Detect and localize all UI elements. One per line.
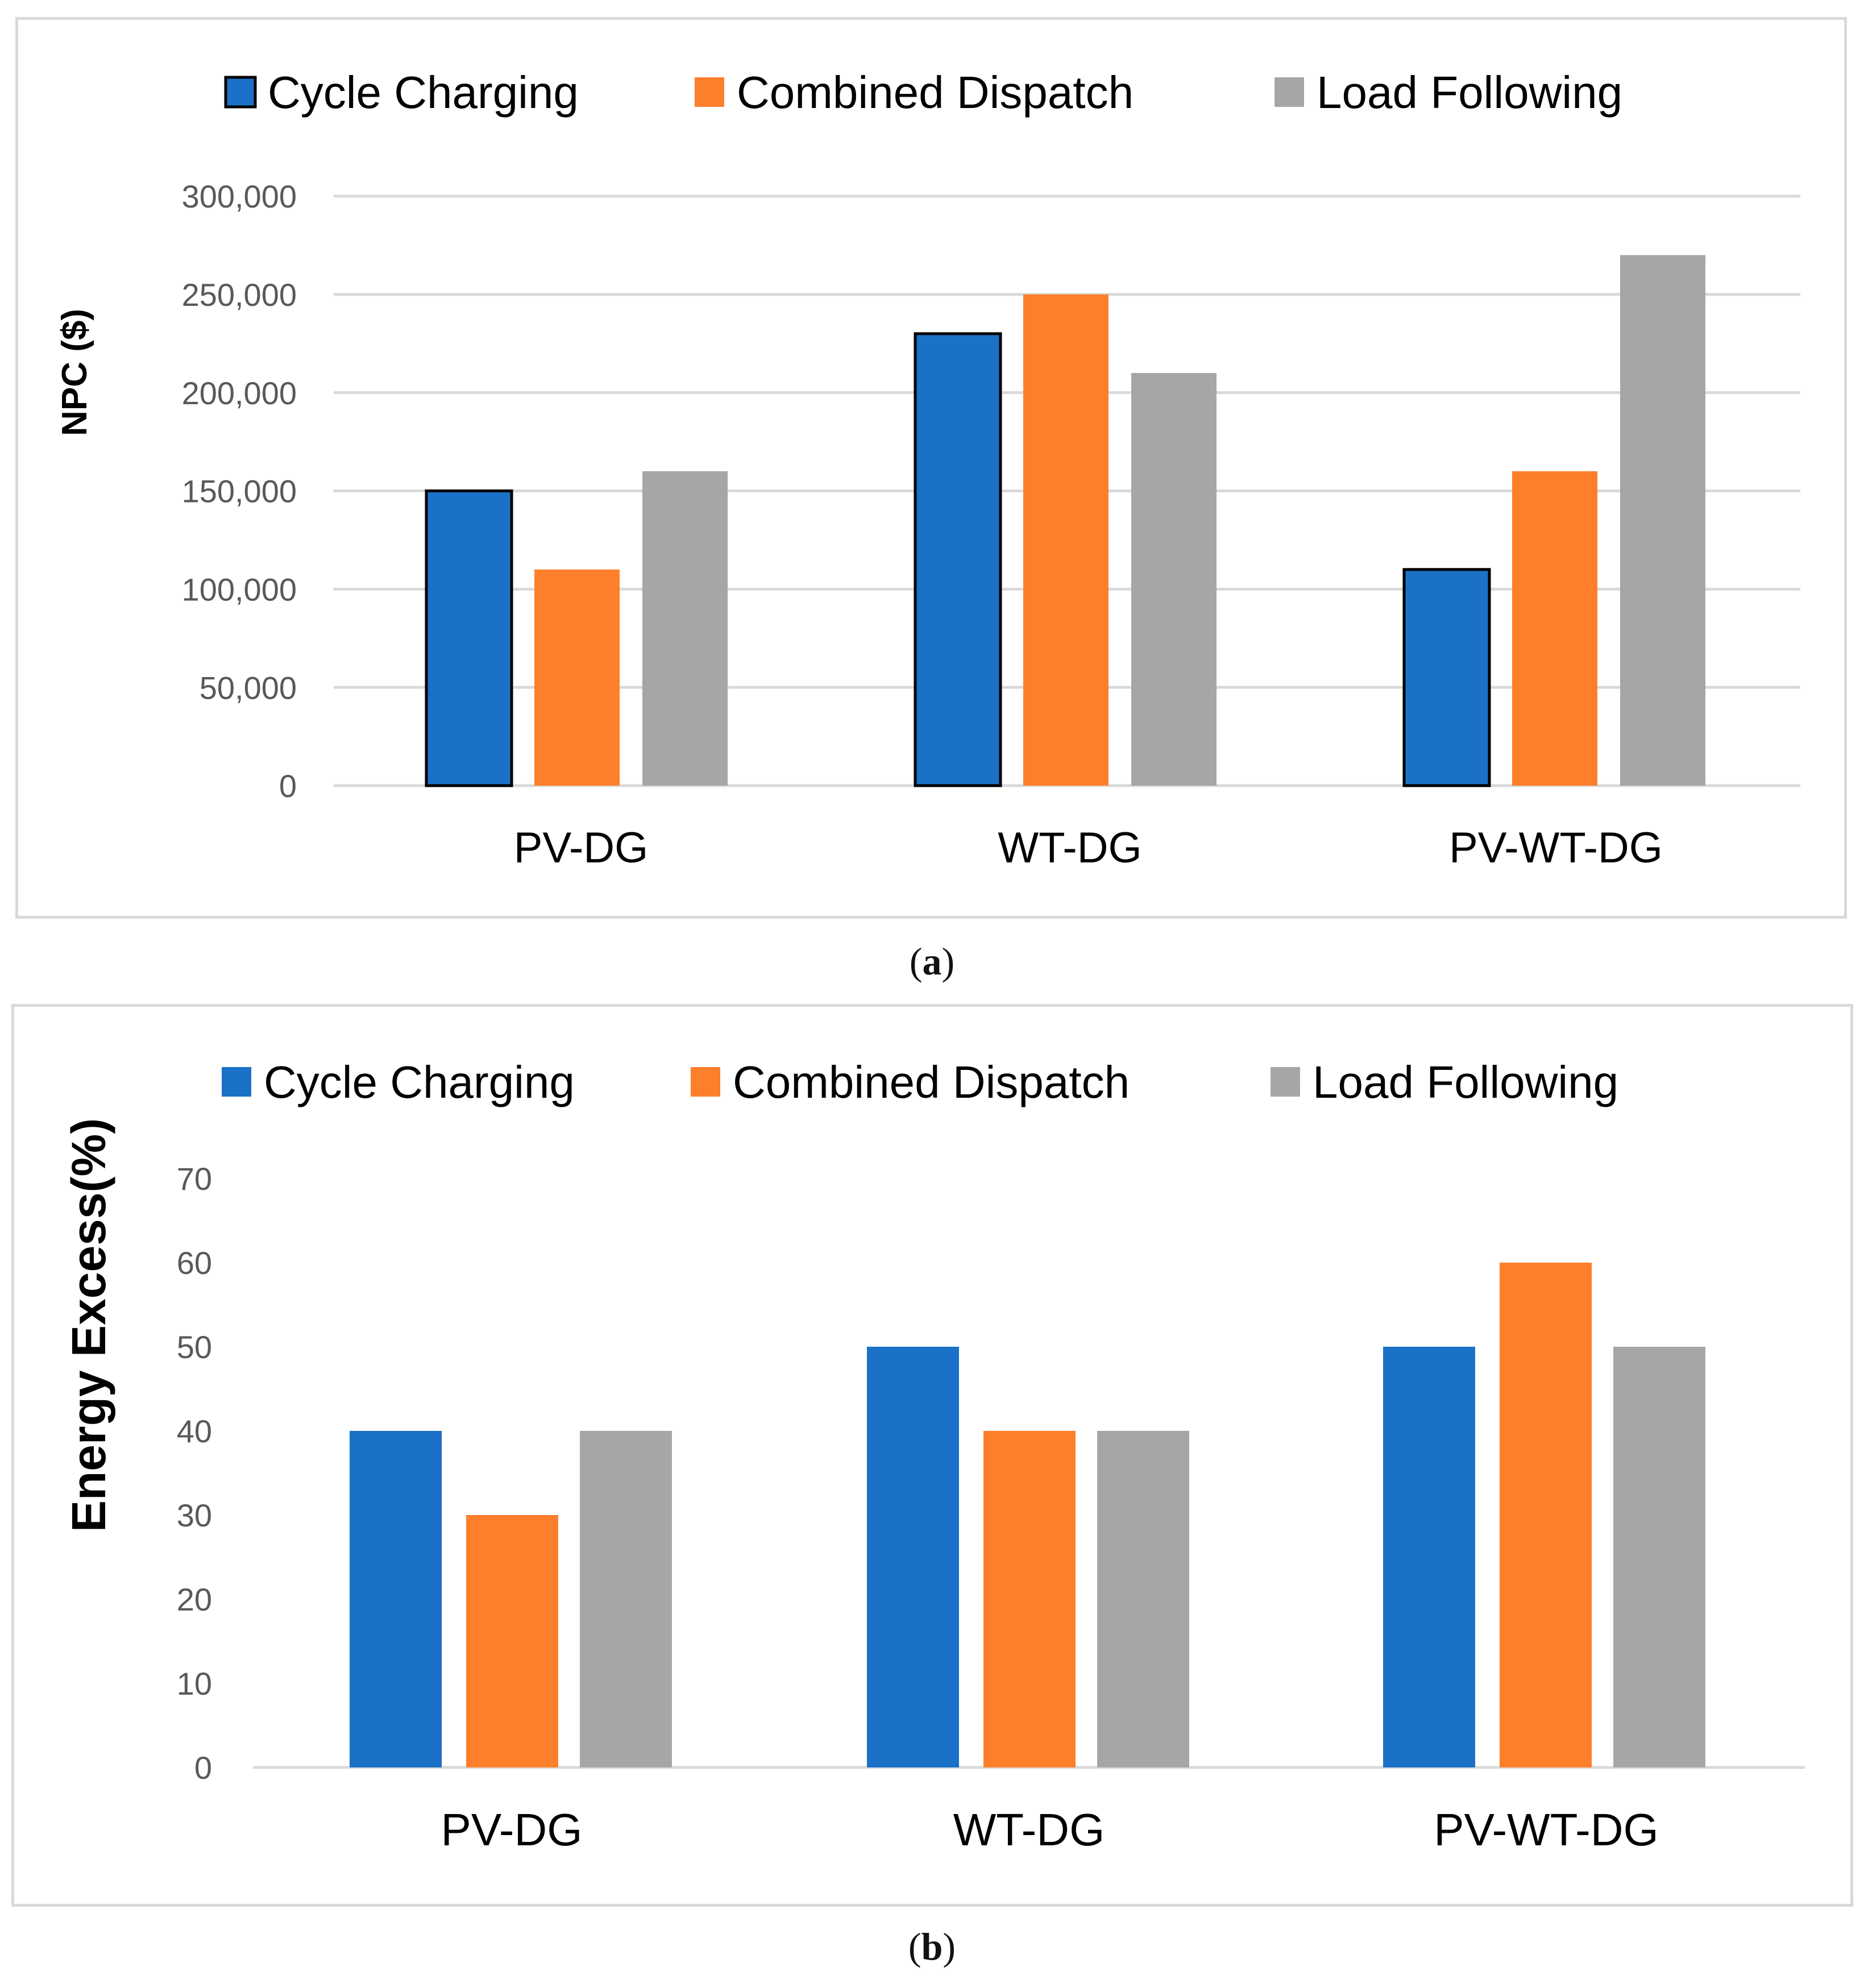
caption-a: (a): [909, 940, 955, 983]
bar-cycle-charging-pv-wt-dg: [1383, 1347, 1475, 1767]
legend-label-combined-dispatch: Combined Dispatch: [737, 67, 1134, 118]
y-axis-label: NPC ($): [55, 309, 94, 436]
legend-label-cycle-charging: Cycle Charging: [264, 1057, 575, 1107]
legend-label-load-following: Load Following: [1317, 67, 1622, 118]
y-tick-label: 0: [194, 1750, 212, 1786]
x-category-label: PV-WT-DG: [1449, 824, 1663, 872]
caption-b: (b): [908, 1925, 956, 1968]
legend-swatch-combined-dispatch: [691, 1067, 720, 1097]
x-category-label: PV-DG: [441, 1804, 583, 1855]
legend-swatch-cycle-charging: [222, 1067, 251, 1097]
legend-swatch-combined-dispatch: [695, 77, 724, 107]
legend-swatch-cycle-charging: [224, 76, 257, 109]
y-tick-label: 50: [177, 1329, 212, 1365]
bar-cycle-charging-pv-dg: [350, 1431, 442, 1767]
bar-combined-dispatch-pv-wt-dg: [1500, 1263, 1592, 1767]
x-category-label: WT-DG: [953, 1804, 1105, 1855]
bar-combined-dispatch-wt-dg: [1023, 294, 1109, 786]
y-tick-label: 70: [177, 1161, 212, 1197]
y-tick-label: 40: [177, 1413, 212, 1449]
bar-load-following-pv-wt-dg: [1620, 255, 1705, 786]
bar-cycle-charging-wt-dg: [867, 1347, 959, 1767]
y-tick-label: 250,000: [182, 277, 297, 313]
bar-load-following-pv-wt-dg: [1613, 1347, 1705, 1767]
chart-panel-b: 0 10 20 30 40 50 60 70 Energy Excess(%) PV-DG WT-D…: [11, 1004, 1853, 1907]
x-category-label: WT-DG: [998, 824, 1141, 872]
bar-load-following-pv-dg: [642, 471, 728, 786]
bar-cycle-charging-wt-dg: [914, 332, 1002, 787]
legend-swatch-load-following: [1275, 77, 1304, 107]
y-tick-label: 30: [177, 1497, 212, 1533]
bar-load-following-pv-dg: [580, 1431, 672, 1767]
y-tick-label: 200,000: [182, 375, 297, 411]
y-tick-label: 10: [177, 1666, 212, 1701]
y-tick-label: 50,000: [200, 670, 297, 705]
npc-bar-chart: 0 50,000 100,000 150,000 200,000 250,000 300,0…: [55, 67, 1800, 872]
legend-label-combined-dispatch: Combined Dispatch: [733, 1057, 1130, 1107]
bar-combined-dispatch-pv-wt-dg: [1512, 471, 1597, 786]
x-category-label: PV-DG: [514, 824, 649, 872]
y-tick-label: 300,000: [182, 179, 297, 214]
bar-cycle-charging-pv-wt-dg: [1402, 568, 1491, 787]
bar-combined-dispatch-pv-dg: [466, 1515, 558, 1767]
legend-label-cycle-charging: Cycle Charging: [268, 67, 579, 118]
y-tick-label: 100,000: [182, 571, 297, 607]
y-tick-label: 20: [177, 1582, 212, 1617]
energy-excess-bar-chart: 0 10 20 30 40 50 60 70 Energy Excess(%) PV-DG WT-D…: [62, 1057, 1805, 1855]
bar-load-following-wt-dg: [1131, 373, 1217, 786]
bar-combined-dispatch-wt-dg: [983, 1431, 1076, 1767]
y-tick-label: 60: [177, 1245, 212, 1281]
x-category-label: PV-WT-DG: [1434, 1804, 1659, 1855]
bar-cycle-charging-pv-dg: [425, 489, 513, 787]
bar-load-following-wt-dg: [1097, 1431, 1189, 1767]
legend-swatch-load-following: [1271, 1067, 1300, 1097]
chart-panel-a: 0 50,000 100,000 150,000 200,000 250,000 300,0…: [15, 17, 1847, 919]
y-tick-label: 150,000: [182, 474, 297, 509]
y-tick-label: 0: [279, 768, 297, 804]
legend-label-load-following: Load Following: [1313, 1057, 1618, 1107]
bar-combined-dispatch-pv-dg: [534, 569, 620, 786]
y-axis-label: Energy Excess(%): [62, 1118, 115, 1532]
